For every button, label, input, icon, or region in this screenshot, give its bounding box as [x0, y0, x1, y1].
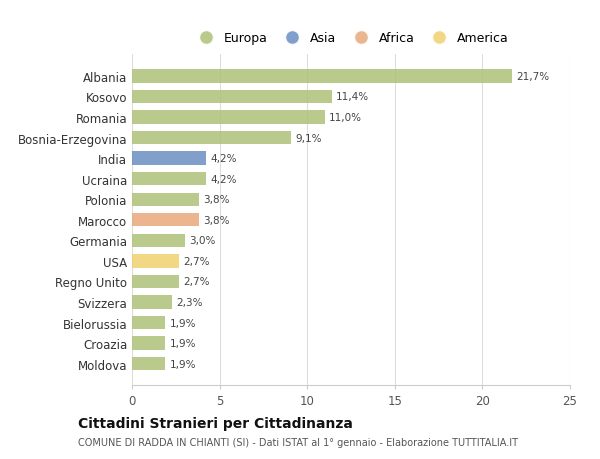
Text: 1,9%: 1,9%	[170, 318, 196, 328]
Text: 2,3%: 2,3%	[176, 297, 203, 308]
Bar	[132, 111, 325, 124]
Text: 4,2%: 4,2%	[210, 174, 236, 185]
Bar	[132, 337, 165, 350]
Text: 4,2%: 4,2%	[210, 154, 236, 164]
Legend: Europa, Asia, Africa, America: Europa, Asia, Africa, America	[190, 28, 512, 49]
Bar	[132, 193, 199, 207]
Text: 2,7%: 2,7%	[184, 256, 210, 266]
Bar	[132, 234, 185, 247]
Bar	[132, 275, 179, 289]
Text: 9,1%: 9,1%	[296, 133, 322, 143]
Bar	[132, 173, 206, 186]
Text: Cittadini Stranieri per Cittadinanza: Cittadini Stranieri per Cittadinanza	[78, 416, 353, 430]
Bar	[132, 152, 206, 165]
Text: 2,7%: 2,7%	[184, 277, 210, 287]
Bar	[132, 132, 292, 145]
Text: 3,8%: 3,8%	[203, 215, 229, 225]
Text: 3,0%: 3,0%	[189, 236, 215, 246]
Text: 21,7%: 21,7%	[517, 72, 550, 82]
Text: 11,0%: 11,0%	[329, 113, 362, 123]
Text: 11,4%: 11,4%	[336, 92, 369, 102]
Bar	[132, 70, 512, 84]
Text: 3,8%: 3,8%	[203, 195, 229, 205]
Text: 1,9%: 1,9%	[170, 359, 196, 369]
Bar	[132, 296, 172, 309]
Text: COMUNE DI RADDA IN CHIANTI (SI) - Dati ISTAT al 1° gennaio - Elaborazione TUTTIT: COMUNE DI RADDA IN CHIANTI (SI) - Dati I…	[78, 437, 518, 447]
Bar	[132, 213, 199, 227]
Bar	[132, 357, 165, 370]
Bar	[132, 90, 332, 104]
Bar	[132, 255, 179, 268]
Bar	[132, 316, 165, 330]
Text: 1,9%: 1,9%	[170, 338, 196, 348]
